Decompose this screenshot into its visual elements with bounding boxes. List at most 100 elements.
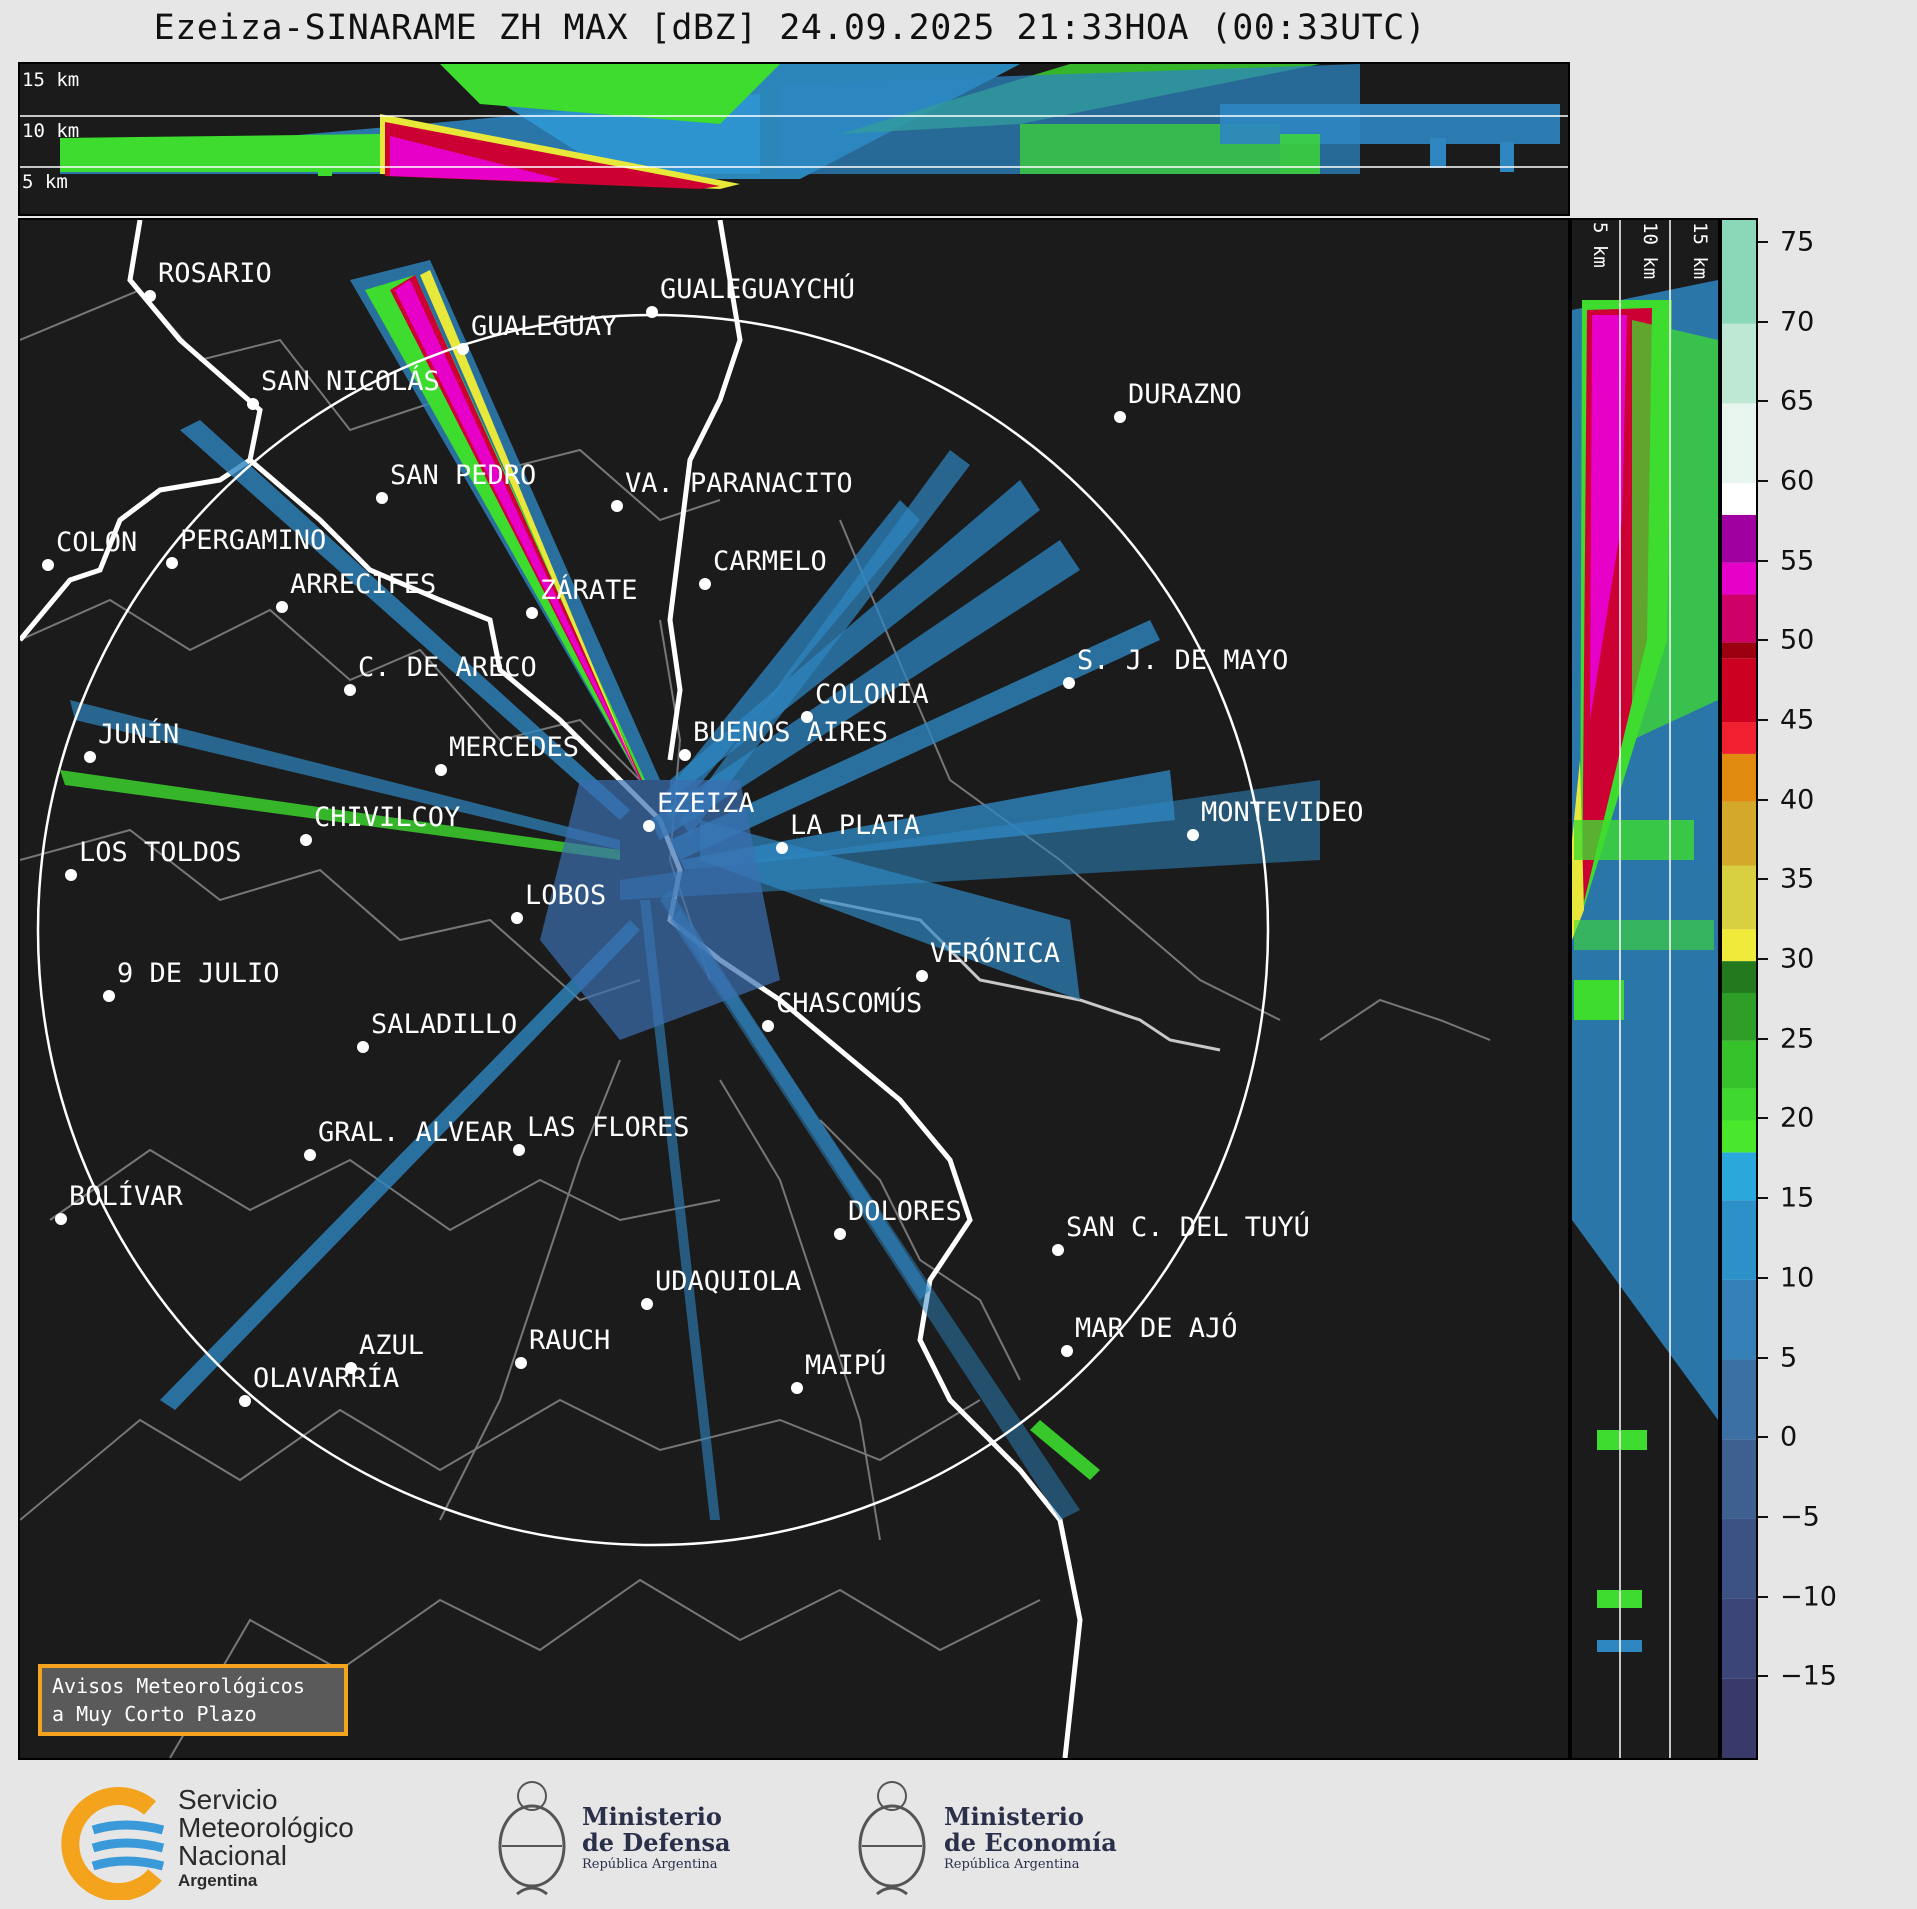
defensa-line-2: de Defensa — [582, 1828, 731, 1857]
colorbar-tick-mark — [1758, 798, 1768, 801]
colorbar-band — [1722, 865, 1756, 930]
city-marker — [84, 751, 96, 763]
city-marker — [801, 711, 813, 723]
city-marker — [762, 1020, 774, 1032]
colorbar-tick-mark — [1758, 240, 1768, 243]
side-cross-section-panel: 5 km 10 km 15 km — [1570, 218, 1720, 1760]
colorbar-band — [1722, 801, 1756, 866]
colorbar-tick-label: −10 — [1780, 1581, 1837, 1613]
economia-line-3: República Argentina — [944, 1857, 1080, 1872]
city-marker — [1063, 677, 1075, 689]
city-marker — [276, 601, 288, 613]
aviso-line-1: Avisos Meteorológicos — [52, 1674, 305, 1698]
colorbar-tick-mark — [1758, 400, 1768, 403]
colorbar-band — [1722, 658, 1756, 723]
colorbar-band — [1722, 1279, 1756, 1360]
city-label: AZUL — [359, 1330, 424, 1361]
city-label: CHIVILCOY — [314, 802, 460, 833]
colorbar-band — [1722, 929, 1756, 962]
city-marker — [65, 869, 77, 881]
side-label-5km: 5 km — [1589, 222, 1611, 268]
defensa-name: Ministerio de Defensa República Argentin… — [582, 1804, 731, 1874]
smn-line-3: Nacional — [178, 1840, 287, 1871]
city-marker — [1114, 411, 1126, 423]
city-marker — [457, 343, 469, 355]
aviso-line-2: a Muy Corto Plazo — [52, 1702, 257, 1726]
colorbar-band — [1722, 992, 1756, 1041]
colorbar-tick-mark — [1758, 1675, 1768, 1678]
city-marker — [1187, 829, 1199, 841]
colorbar-tick-label: 5 — [1780, 1342, 1798, 1374]
colorbar-band — [1722, 482, 1756, 515]
smn-logo-icon — [61, 1787, 165, 1900]
colorbar-tick-mark — [1758, 1197, 1768, 1200]
city-label: C. DE ARECO — [358, 652, 537, 683]
colorbar-tick-mark — [1758, 1117, 1768, 1120]
colorbar-tick-label: 35 — [1780, 863, 1815, 895]
city-label: MERCEDES — [449, 732, 579, 763]
smn-name: Servicio Meteorológico Nacional Argentin… — [178, 1786, 354, 1892]
city-label: VERÓNICA — [930, 937, 1060, 969]
colorbar-tick-label: −5 — [1780, 1501, 1820, 1533]
city-label: CARMELO — [713, 546, 827, 577]
city-marker — [699, 578, 711, 590]
city-marker — [526, 607, 538, 619]
colorbar-tick-label: 30 — [1780, 943, 1815, 975]
colorbar-band — [1722, 1040, 1756, 1089]
economia-line-2: de Economía — [944, 1828, 1117, 1857]
side-echoes — [1572, 280, 1718, 1652]
city-label: S. J. DE MAYO — [1077, 645, 1288, 676]
city-marker — [247, 398, 259, 410]
colorbar-tick-label: 10 — [1780, 1262, 1815, 1294]
city-label: SAN NICOLÁS — [261, 365, 440, 397]
colorbar-tick-label: 60 — [1780, 465, 1815, 497]
city-marker — [791, 1382, 803, 1394]
city-marker — [641, 1298, 653, 1310]
city-label: COLON — [56, 527, 137, 558]
city-label: BUENOS AIRES — [693, 717, 888, 748]
city-marker — [376, 492, 388, 504]
colorbar-tick-label: −15 — [1780, 1660, 1837, 1692]
economia-coat-of-arms-icon — [858, 1781, 926, 1896]
city-label: MAR DE AJÓ — [1075, 1312, 1238, 1344]
city-label: ZÁRATE — [540, 574, 638, 606]
aviso-box[interactable]: Avisos Meteorológicos a Muy Corto Plazo — [38, 1664, 348, 1736]
city-label: LA PLATA — [790, 810, 920, 841]
city-marker — [916, 970, 928, 982]
city-marker — [643, 820, 655, 832]
colorbar-band — [1722, 594, 1756, 643]
city-label: MAIPÚ — [805, 1349, 886, 1381]
side-cross-section-svg: 5 km 10 km 15 km — [1572, 220, 1718, 1758]
colorbar-tick-label: 65 — [1780, 385, 1815, 417]
colorbar — [1720, 218, 1758, 1760]
city-label: CHASCOMÚS — [776, 987, 922, 1019]
city-marker — [344, 684, 356, 696]
defensa-line-1: Ministerio — [582, 1802, 722, 1831]
colorbar-tick-mark — [1758, 479, 1768, 482]
colorbar-tick-mark — [1758, 958, 1768, 961]
colorbar-tick-mark — [1758, 559, 1768, 562]
colorbar-tick-mark — [1758, 320, 1768, 323]
city-label: COLONIA — [815, 679, 929, 710]
colorbar-tick-mark — [1758, 1595, 1768, 1598]
colorbar-tick-label: 40 — [1780, 784, 1815, 816]
colorbar-tick-mark — [1758, 1356, 1768, 1359]
footer: Servicio Meteorológico Nacional Argentin… — [0, 1762, 1917, 1909]
city-marker — [42, 559, 54, 571]
colorbar-band — [1722, 403, 1756, 483]
city-label: EZEIZA — [657, 788, 755, 819]
city-label: GUALEGUAY — [471, 311, 617, 342]
colorbar-tick-label: 55 — [1780, 545, 1815, 577]
colorbar-band — [1722, 1678, 1756, 1758]
city-marker — [1061, 1345, 1073, 1357]
colorbar-tick-label: 15 — [1780, 1182, 1815, 1214]
colorbar-tick-label: 45 — [1780, 704, 1815, 736]
colorbar-tick-mark — [1758, 878, 1768, 881]
colorbar-tick-mark — [1758, 1037, 1768, 1040]
colorbar-svg — [1722, 220, 1756, 1758]
city-marker — [513, 1144, 525, 1156]
chart-title: Ezeiza-SINARAME ZH MAX [dBZ] 24.09.2025 … — [153, 8, 1427, 48]
colorbar-band — [1722, 323, 1756, 404]
city-label: BOLÍVAR — [69, 1180, 184, 1212]
city-label: LOBOS — [525, 880, 606, 911]
